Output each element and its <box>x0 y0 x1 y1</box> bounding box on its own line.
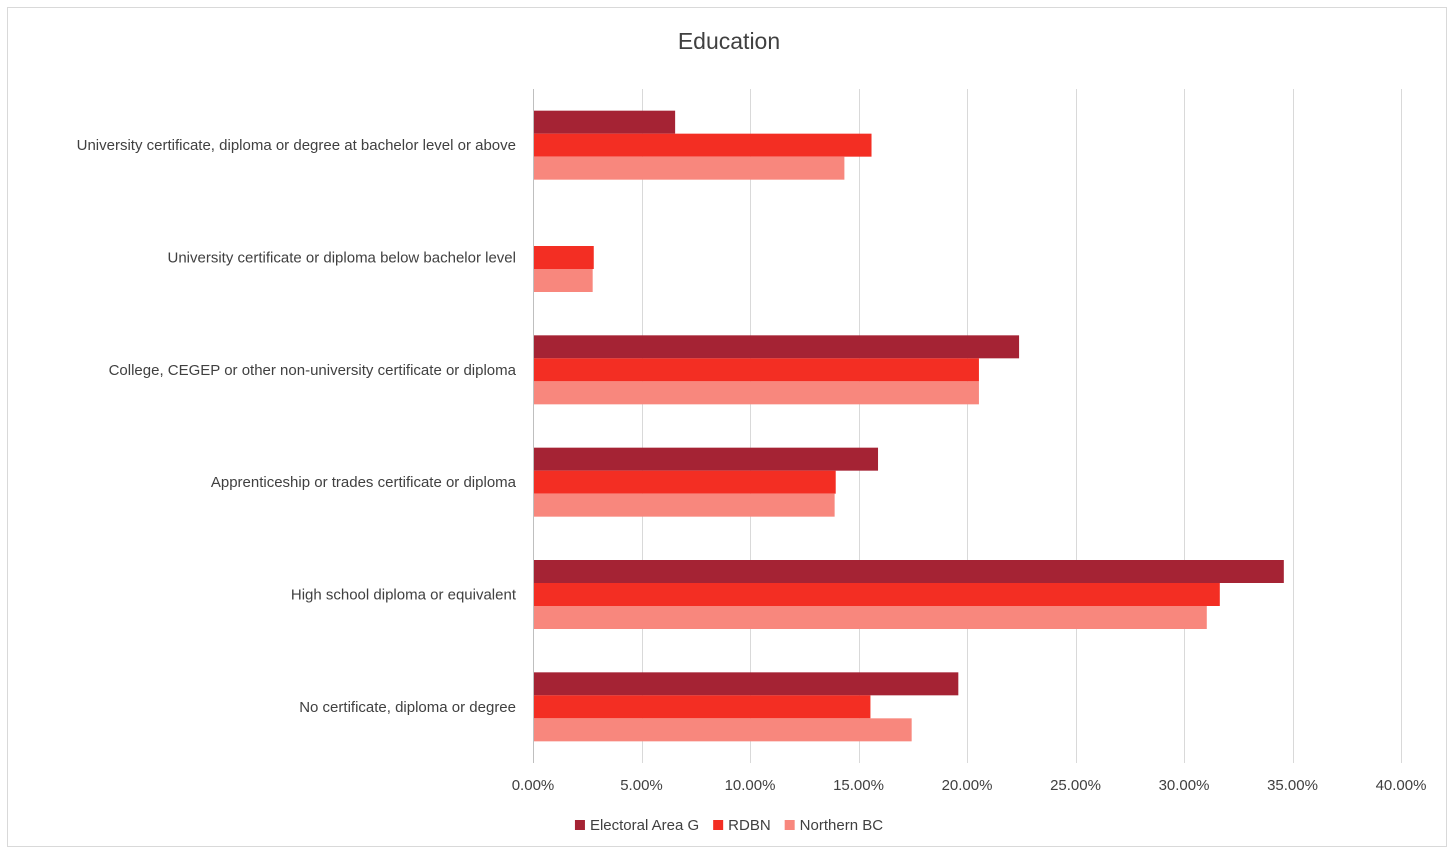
category-labels: University certificate, diploma or degre… <box>77 137 517 716</box>
gridlines <box>642 89 1402 763</box>
bar-rdbn-0 <box>533 133 872 157</box>
chart-title: Education <box>678 28 780 54</box>
legend-label: Northern BC <box>800 817 884 834</box>
x-tick-label: 5.00% <box>620 777 663 794</box>
bar-electoral-area-g-2 <box>533 335 1020 359</box>
bar-rdbn-5 <box>533 695 871 719</box>
x-tick-label: 25.00% <box>1050 777 1101 794</box>
legend-swatch-rdbn <box>713 820 724 830</box>
bar-northern-bc-5 <box>533 718 912 742</box>
legend-label: RDBN <box>728 817 771 834</box>
category-label: High school diploma or equivalent <box>291 587 517 604</box>
legend-label: Electoral Area G <box>590 817 699 834</box>
bar-electoral-area-g-4 <box>533 560 1284 583</box>
bar-rdbn-3 <box>533 470 836 494</box>
bar-northern-bc-1 <box>533 269 593 292</box>
bar-electoral-area-g-3 <box>533 447 879 471</box>
bar-northern-bc-2 <box>533 381 979 405</box>
category-label: University certificate, diploma or degre… <box>77 137 516 154</box>
x-tick-labels: 0.00% 5.00% 10.00% 15.00% 20.00% 25.00% 30.00%… <box>512 777 1427 794</box>
bar-rdbn-1 <box>533 246 594 269</box>
bar-rdbn-4 <box>533 583 1220 606</box>
x-tick-label: 10.00% <box>725 777 776 794</box>
bar-electoral-area-g-5 <box>533 672 959 696</box>
legend: Electoral Area G RDBN Northern BC <box>574 817 884 834</box>
category-label: University certificate or diploma below … <box>168 250 517 267</box>
x-tick-label: 0.00% <box>512 777 555 794</box>
chart-area: Education University certificate, diplom… <box>7 7 1447 847</box>
x-tick-label: 35.00% <box>1267 777 1318 794</box>
x-tick-label: 15.00% <box>833 777 884 794</box>
bar-northern-bc-0 <box>533 156 845 180</box>
legend-swatch-northern-bc <box>784 820 795 830</box>
x-tick-label: 30.00% <box>1159 777 1210 794</box>
category-label: College, CEGEP or other non-university c… <box>109 362 517 379</box>
x-tick-label: 40.00% <box>1376 777 1427 794</box>
education-chart: Education University certificate, diplom… <box>77 28 1427 834</box>
bar-northern-bc-3 <box>533 493 835 517</box>
category-label: Apprenticeship or trades certificate or … <box>211 474 517 491</box>
legend-swatch-electoral-area-g <box>574 820 585 830</box>
x-tick-label: 20.00% <box>942 777 993 794</box>
bar-northern-bc-4 <box>533 606 1207 629</box>
category-label: No certificate, diploma or degree <box>299 699 516 716</box>
bars <box>533 110 1284 742</box>
bar-electoral-area-g-0 <box>533 110 676 134</box>
bar-rdbn-2 <box>533 358 979 382</box>
